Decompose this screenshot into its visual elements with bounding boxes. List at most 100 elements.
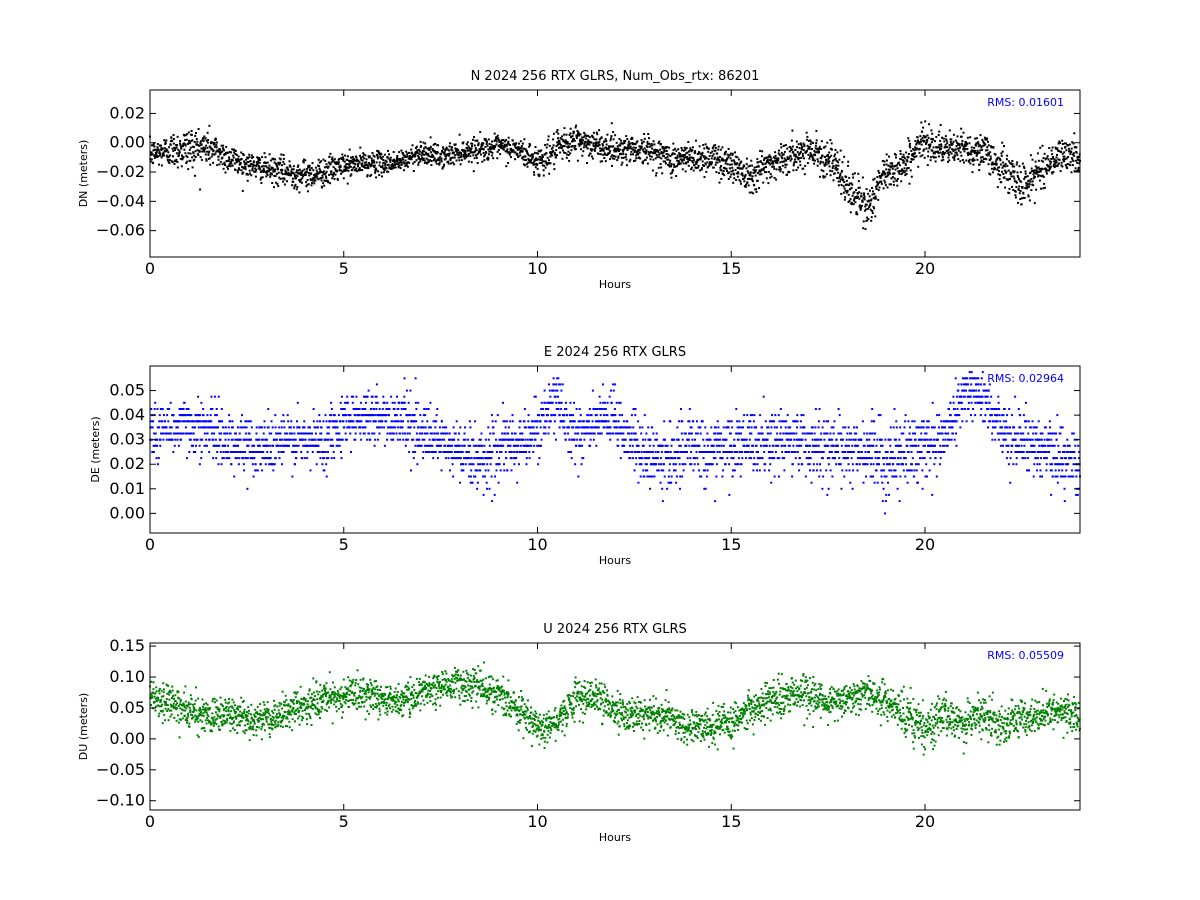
data-point bbox=[307, 164, 310, 167]
data-point bbox=[392, 166, 395, 169]
data-point bbox=[906, 167, 909, 170]
data-point bbox=[622, 148, 625, 151]
data-point bbox=[400, 149, 403, 152]
data-point bbox=[519, 154, 522, 157]
data-point bbox=[383, 167, 386, 170]
data-point bbox=[286, 414, 289, 417]
data-point bbox=[370, 163, 373, 166]
data-point bbox=[368, 432, 371, 435]
data-point bbox=[483, 463, 486, 466]
data-point bbox=[964, 145, 967, 147]
data-point bbox=[440, 444, 442, 447]
data-point bbox=[300, 174, 303, 176]
data-point bbox=[892, 180, 895, 183]
data-point bbox=[162, 438, 165, 441]
data-point bbox=[1029, 154, 1032, 157]
data-point bbox=[245, 172, 248, 175]
data-point bbox=[383, 426, 386, 429]
data-point bbox=[158, 163, 160, 166]
data-point bbox=[506, 148, 509, 151]
data-point bbox=[1074, 167, 1077, 170]
data-point bbox=[469, 475, 472, 478]
data-point bbox=[222, 451, 225, 453]
data-point bbox=[412, 420, 415, 423]
data-point bbox=[994, 160, 997, 163]
data-point bbox=[857, 172, 860, 175]
data-point bbox=[325, 163, 328, 166]
data-point bbox=[832, 159, 834, 162]
data-point bbox=[843, 181, 846, 184]
data-point bbox=[1077, 168, 1080, 171]
data-point bbox=[160, 432, 163, 435]
data-point bbox=[218, 163, 221, 166]
data-point bbox=[790, 139, 793, 142]
data-point bbox=[686, 151, 689, 154]
data-point bbox=[334, 426, 337, 429]
data-point bbox=[308, 438, 311, 441]
data-point bbox=[780, 143, 782, 146]
data-point bbox=[578, 134, 581, 137]
data-point bbox=[282, 420, 285, 423]
data-point bbox=[522, 158, 525, 161]
data-point bbox=[838, 180, 841, 183]
data-point bbox=[583, 131, 586, 134]
data-point bbox=[871, 187, 873, 189]
data-point bbox=[1037, 166, 1040, 169]
data-point bbox=[267, 167, 270, 170]
data-point bbox=[371, 432, 374, 435]
data-point bbox=[583, 135, 586, 138]
data-point bbox=[405, 164, 408, 167]
data-point bbox=[940, 143, 943, 146]
data-point bbox=[430, 164, 433, 167]
data-point bbox=[497, 481, 500, 484]
data-point bbox=[786, 173, 788, 176]
data-point bbox=[486, 140, 488, 143]
data-point bbox=[910, 161, 912, 163]
data-point bbox=[763, 159, 765, 162]
data-point bbox=[487, 426, 490, 429]
data-point bbox=[198, 144, 201, 147]
data-point bbox=[236, 171, 239, 174]
data-point bbox=[395, 420, 397, 423]
data-point bbox=[755, 188, 758, 191]
data-point bbox=[211, 148, 214, 151]
data-point bbox=[418, 150, 421, 153]
data-point bbox=[406, 153, 409, 156]
data-point bbox=[520, 147, 523, 149]
data-point bbox=[898, 172, 901, 175]
data-point bbox=[330, 161, 333, 164]
data-point bbox=[451, 161, 454, 164]
data-point bbox=[404, 159, 407, 162]
data-point bbox=[710, 157, 713, 160]
data-point bbox=[932, 138, 934, 141]
data-point bbox=[177, 420, 180, 423]
data-point bbox=[313, 438, 316, 441]
data-point bbox=[310, 184, 313, 187]
data-point bbox=[189, 438, 192, 441]
data-point bbox=[295, 171, 298, 174]
data-point bbox=[800, 148, 803, 151]
data-point bbox=[1019, 198, 1022, 200]
data-point bbox=[182, 414, 185, 417]
data-point bbox=[325, 420, 328, 423]
data-point bbox=[479, 150, 481, 153]
data-point bbox=[943, 146, 946, 149]
data-point bbox=[714, 149, 717, 152]
data-point bbox=[409, 426, 412, 429]
data-point bbox=[964, 148, 967, 150]
data-point bbox=[155, 154, 158, 157]
data-point bbox=[337, 162, 340, 165]
data-point bbox=[281, 177, 284, 180]
data-point bbox=[343, 170, 346, 172]
data-point bbox=[828, 156, 831, 159]
data-point bbox=[962, 148, 965, 151]
data-point bbox=[457, 151, 459, 154]
data-point bbox=[496, 150, 499, 153]
data-point bbox=[228, 414, 231, 417]
data-point bbox=[335, 444, 338, 447]
data-point bbox=[626, 149, 629, 151]
data-point bbox=[338, 438, 341, 441]
data-point bbox=[669, 159, 672, 162]
data-point bbox=[483, 137, 486, 140]
data-point bbox=[332, 451, 335, 453]
